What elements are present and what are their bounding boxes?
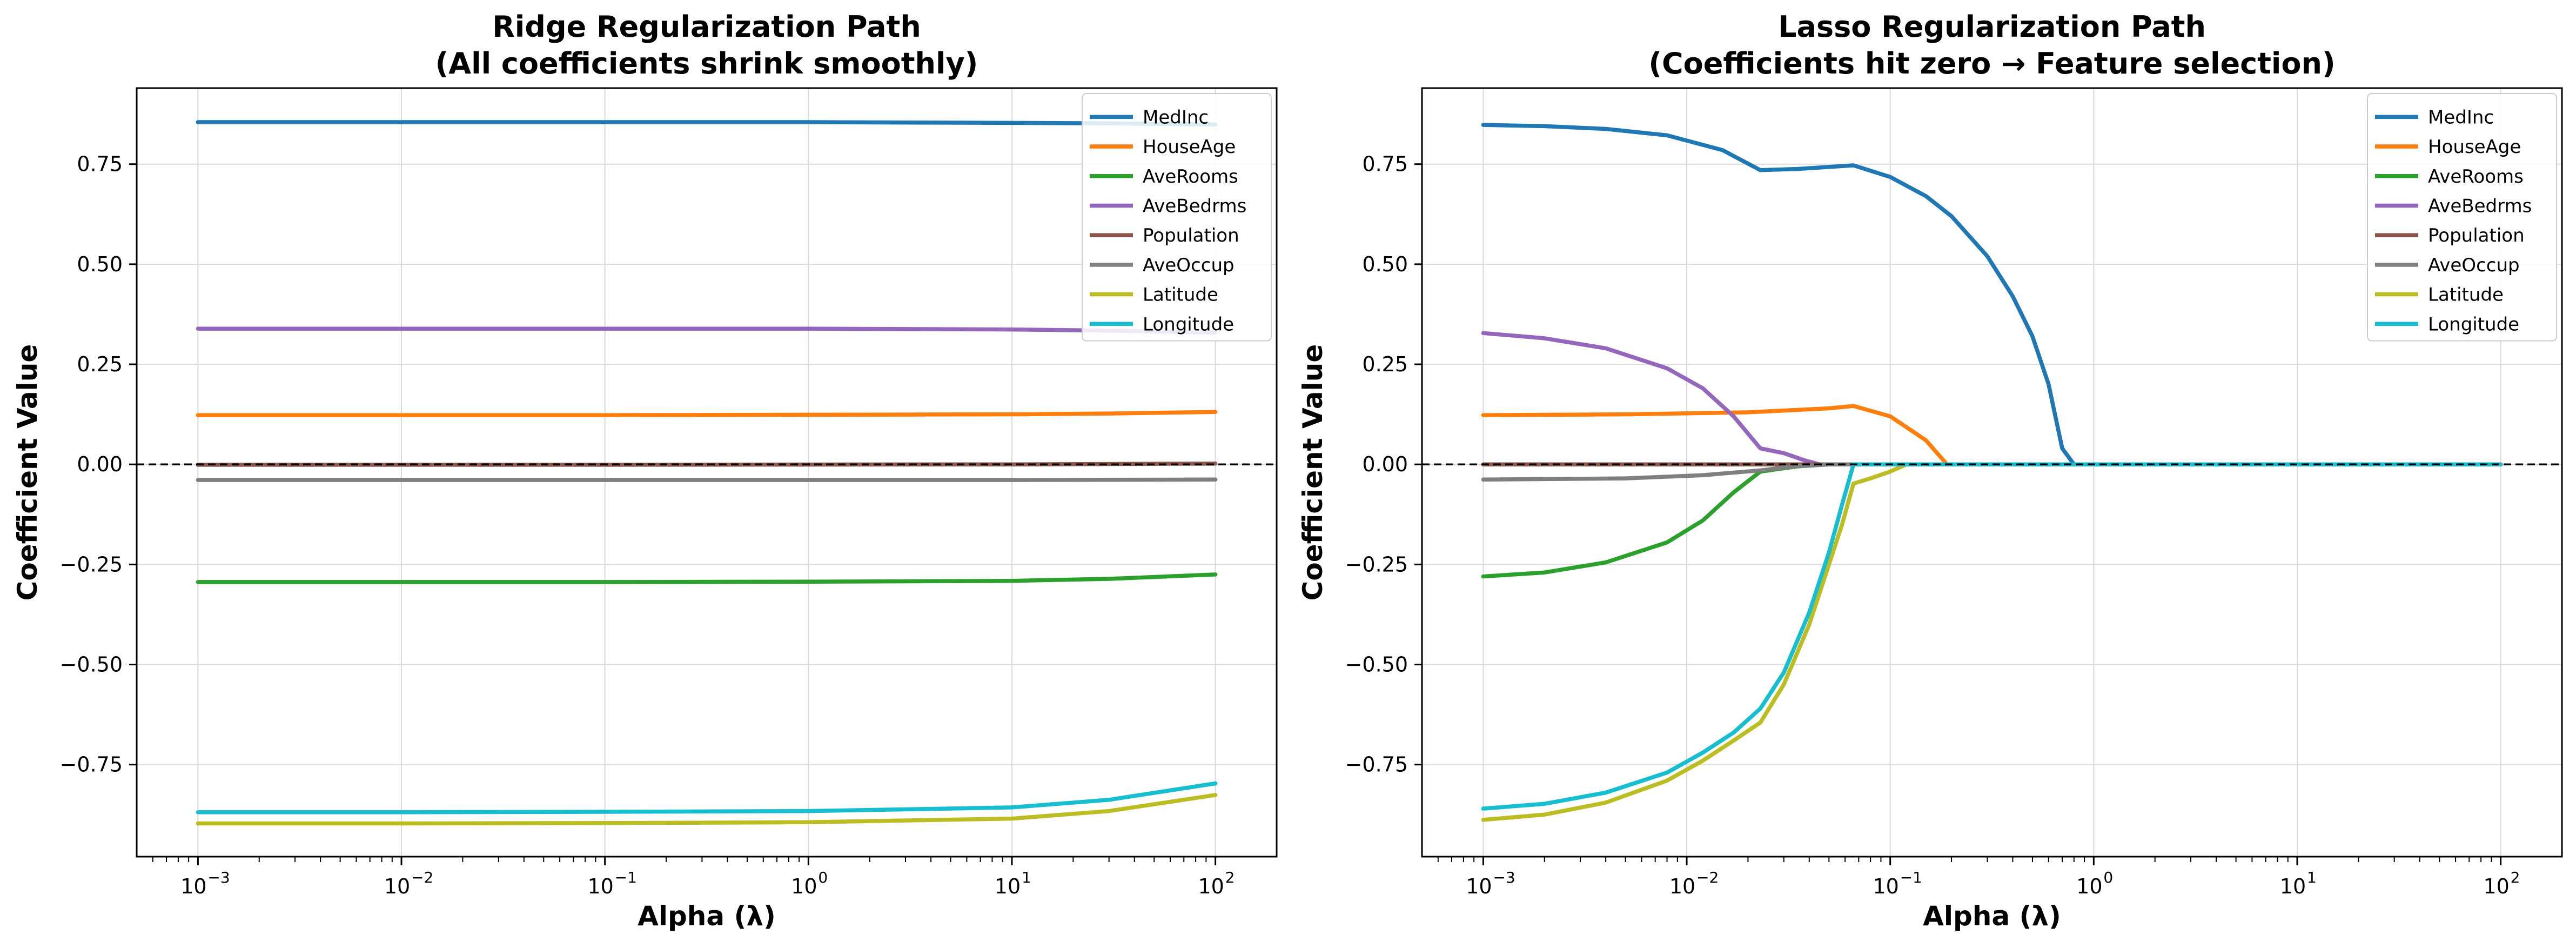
- series-line-latitude: [196, 793, 1218, 826]
- x-tick-label: 10 0: [791, 869, 828, 898]
- y-tick-label: −0.50: [1345, 653, 1408, 677]
- y-tick-label: 0.00: [77, 452, 123, 476]
- legend: MedInc HouseAge AveRooms AveBedrms Populatio…: [2367, 93, 2557, 342]
- y-tick-label: 0.25: [77, 352, 123, 376]
- series-line-houseage: [196, 410, 1218, 417]
- x-tick-label-exponent: 2: [1225, 869, 1235, 886]
- x-tick-label-exponent: −1: [1900, 869, 1922, 886]
- legend-label: AveRooms: [2428, 166, 2524, 188]
- x-tick-label: 10 −2: [384, 869, 433, 898]
- chart-title: Ridge Regularization Path: [492, 10, 921, 44]
- x-tick-label: 10 2: [2483, 869, 2520, 898]
- y-tick-label: 0.25: [1362, 352, 1408, 376]
- legend-label: HouseAge: [2428, 136, 2521, 158]
- x-tick-label-exponent: −3: [1493, 869, 1515, 886]
- x-tick-label: 10 1: [2280, 869, 2317, 898]
- chart-title: Lasso Regularization Path: [1778, 10, 2206, 44]
- series-line-aveoccup: [1481, 462, 2503, 482]
- x-tick-label-exponent: 1: [1022, 869, 1031, 886]
- x-tick-label-base: 10: [1466, 874, 1492, 898]
- x-tick-label-exponent: 1: [2307, 869, 2317, 886]
- series-line-longitude: [1481, 462, 2503, 811]
- axes-frame: [1421, 87, 2563, 858]
- chart-subtitle: (All coefficients shrink smoothly): [435, 46, 978, 81]
- legend-label: AveOccup: [1143, 255, 1235, 276]
- legend-box: [1082, 93, 1272, 342]
- y-tick-label: −0.25: [60, 552, 123, 576]
- y-tick-label: 0.50: [1362, 252, 1408, 276]
- x-tick-label: 10 −3: [180, 869, 230, 898]
- series-line-longitude: [196, 781, 1218, 815]
- series-lines: [196, 120, 1218, 826]
- x-tick-label: 10 1: [995, 869, 1031, 898]
- x-tick-label-exponent: −2: [1696, 869, 1719, 886]
- series-lines: [1481, 123, 2503, 822]
- x-tick-label: 10 2: [1198, 869, 1235, 898]
- legend-box: [2367, 93, 2557, 342]
- legend-label: Longitude: [1143, 313, 1234, 335]
- x-tick-label: 10 −3: [1466, 869, 1515, 898]
- series-line-latitude: [1481, 462, 2503, 822]
- y-tick-label: 0.75: [77, 152, 123, 176]
- x-tick-label-exponent: −3: [207, 869, 230, 886]
- legend-label: AveRooms: [1143, 166, 1238, 188]
- x-tick-label-base: 10: [791, 874, 817, 898]
- y-tick-label: −0.75: [1345, 753, 1408, 777]
- x-tick-label: 10 −1: [1873, 869, 1922, 898]
- x-tick-label-exponent: 0: [818, 869, 828, 886]
- x-tick-label-exponent: −1: [615, 869, 637, 886]
- x-tick-label-base: 10: [995, 874, 1021, 898]
- x-tick-label-base: 10: [2483, 874, 2509, 898]
- x-axis-label: Alpha (λ): [638, 900, 776, 932]
- y-tick-label: −0.75: [60, 753, 123, 777]
- legend-label: AveBedrms: [2428, 195, 2532, 217]
- x-tick-label-base: 10: [1873, 874, 1899, 898]
- legend-label: MedInc: [2428, 106, 2494, 128]
- x-tick-label-exponent: 0: [2103, 869, 2113, 886]
- x-axis-label: Alpha (λ): [1923, 900, 2061, 932]
- x-tick-label-base: 10: [2280, 874, 2306, 898]
- series-line-avebedrms: [1481, 331, 2503, 466]
- y-tick-label: 0.75: [1362, 152, 1408, 176]
- legend-label: AveOccup: [2428, 255, 2520, 276]
- y-tick-label: 0.50: [77, 252, 123, 276]
- x-tick-label-exponent: 2: [2511, 869, 2520, 886]
- y-tick-label: 0.00: [1362, 452, 1408, 476]
- series-line-medinc: [196, 120, 1218, 127]
- y-axis-label: Coefficient Value: [1297, 344, 1329, 601]
- x-tick-label-base: 10: [180, 874, 206, 898]
- x-tick-label: 10 −1: [587, 869, 636, 898]
- series-line-averooms: [196, 572, 1218, 584]
- x-tick-label-base: 10: [587, 874, 613, 898]
- series-line-averooms: [1481, 462, 2503, 579]
- series-line-houseage: [1481, 404, 2503, 466]
- x-tick-label-exponent: −2: [411, 869, 433, 886]
- legend: MedInc HouseAge AveRooms AveBedrms Populatio…: [1082, 93, 1272, 342]
- x-tick-label-base: 10: [1669, 874, 1695, 898]
- legend-label: MedInc: [1143, 106, 1209, 128]
- x-tick-label-base: 10: [384, 874, 410, 898]
- y-axis-label: Coefficient Value: [12, 344, 43, 601]
- series-line-aveoccup: [196, 477, 1218, 482]
- legend-label: Longitude: [2428, 313, 2519, 335]
- x-tick-label: 10 −2: [1669, 869, 1719, 898]
- axes-frame: [136, 87, 1278, 858]
- y-tick-label: −0.25: [1345, 552, 1408, 576]
- x-tick-label: 10 0: [2076, 869, 2113, 898]
- y-tick-label: −0.50: [60, 653, 123, 677]
- x-tick-label-base: 10: [1198, 874, 1224, 898]
- x-tick-label-base: 10: [2076, 874, 2102, 898]
- legend-label: Population: [1143, 225, 1239, 246]
- chart-subtitle: (Coefficients hit zero → Feature selecti…: [1648, 46, 2335, 81]
- legend-label: Latitude: [2428, 284, 2504, 306]
- series-line-avebedrms: [196, 326, 1218, 335]
- legend-label: HouseAge: [1143, 136, 1236, 158]
- legend-label: AveBedrms: [1143, 195, 1246, 217]
- legend-label: Population: [2428, 225, 2525, 246]
- series-line-population: [196, 461, 1218, 467]
- legend-label: Latitude: [1143, 284, 1218, 306]
